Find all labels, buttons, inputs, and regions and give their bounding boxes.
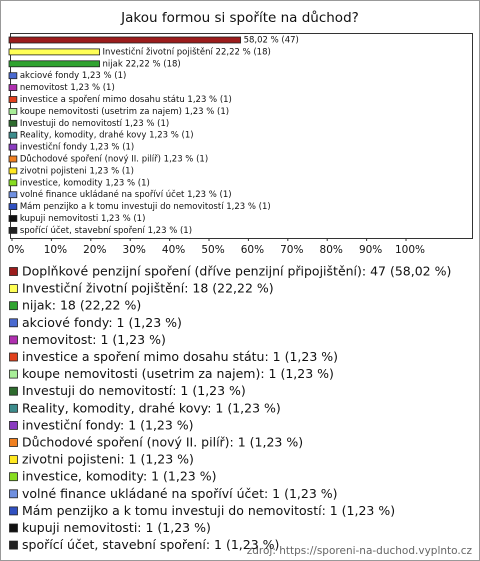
source: zdroj: https://sporeni-na-duchod.vyplnto… — [247, 545, 473, 557]
value-label: nijak 22,22 % (18) — [103, 59, 181, 69]
bar — [8, 167, 18, 175]
legend-label: Investuji do nemovitostí: 1 (1,23 %) — [22, 383, 246, 398]
bar — [8, 131, 18, 139]
bar — [8, 143, 18, 151]
legend-marker — [9, 318, 18, 328]
x-tick-label: 40% — [162, 244, 185, 256]
legend-label: spořící účet, stavební spoření: 1 (1,23 … — [22, 537, 279, 552]
x-tick-label: 100% — [395, 244, 425, 256]
plot-frame — [10, 33, 473, 239]
bar — [8, 179, 18, 187]
legend-label: nijak: 18 (22,22 %) — [22, 298, 141, 313]
legend-marker — [9, 301, 18, 311]
value-label: nemovitost 1,23 % (1) — [20, 83, 115, 93]
value-label: investiční fondy 1,23 % (1) — [20, 142, 134, 153]
bar — [8, 60, 100, 68]
legend-marker — [9, 506, 18, 516]
value-label: kupuji nemovitosti 1,23 % (1) — [20, 214, 146, 224]
x-tick-label: 50% — [201, 244, 224, 256]
value-label: Mám penzijko a k tomu investuji do nemov… — [20, 202, 271, 212]
bar — [8, 119, 18, 127]
bar — [8, 155, 18, 163]
bar — [8, 215, 18, 222]
bar — [8, 48, 100, 56]
legend-label: volné finance ukládané na spoříví účet: … — [22, 486, 338, 501]
legend-marker — [9, 472, 18, 482]
x-tick-label: 60% — [241, 244, 264, 256]
legend-marker — [9, 369, 18, 379]
bar — [8, 203, 18, 211]
legend-marker — [9, 420, 18, 430]
legend-label: Mám penzijko a k tomu investuji do nemov… — [22, 503, 395, 518]
bar — [8, 36, 242, 44]
value-label: koupe nemovitosti (usetrim za najem) 1,2… — [20, 107, 229, 117]
x-tick-label: 10% — [44, 244, 67, 256]
value-label: spořící účet, stavební spoření 1,23 % (1… — [20, 225, 192, 236]
value-label: Investiční životní pojištění 22,22 % (18… — [103, 46, 271, 57]
bar — [8, 108, 18, 115]
legend-marker — [9, 335, 18, 345]
legend-label: akciové fondy: 1 (1,23 %) — [22, 315, 182, 330]
legend-marker — [9, 489, 18, 499]
x-tick-label: 20% — [83, 244, 106, 256]
legend-marker — [9, 386, 18, 396]
legend-label: investice a spoření mimo dosahu státu: 1… — [22, 349, 338, 364]
legend-label: Investiční životní pojištění: 18 (22,22 … — [22, 281, 274, 296]
value-label: akciové fondy 1,23 % (1) — [20, 70, 126, 81]
legend-label: Doplňkové penzijní spoření (dříve penzij… — [22, 264, 451, 279]
x-tick-label: 70% — [280, 244, 303, 256]
value-label: 58,02 % (47) — [244, 36, 299, 46]
legend-marker — [9, 455, 18, 465]
legend-label: koupe nemovitosti (usetrim za najem): 1 … — [22, 366, 334, 381]
bar — [8, 191, 18, 199]
legend-marker — [9, 267, 18, 276]
value-label: Důchodové spoření (nový II. pilíř) 1,23 … — [20, 154, 208, 165]
x-tick-label: 80% — [320, 244, 343, 256]
bar — [8, 84, 18, 91]
legend-label: investiční fondy: 1 (1,23 %) — [22, 417, 194, 432]
legend-marker — [9, 438, 18, 447]
legend-label: Reality, komodity, drahé kovy: 1 (1,23 %… — [22, 400, 281, 415]
legend-marker — [9, 540, 18, 550]
x-tick-label: 90% — [359, 244, 382, 256]
value-label: Investuji do nemovitostí 1,23 % (1) — [20, 119, 169, 129]
bar — [8, 96, 18, 103]
value-label: zivotni pojisteni 1,23 % (1) — [20, 166, 134, 176]
chart-title: Jakou formou si spoříte na důchod? — [120, 10, 359, 26]
value-label: volné finance ukládané na spoříví účet 1… — [20, 189, 232, 200]
legend-marker — [9, 403, 18, 413]
legend-label: Důchodové spoření (nový II. pilíř): 1 (1… — [22, 435, 303, 450]
legend-label: nemovitost: 1 (1,23 %) — [22, 332, 166, 347]
value-label: Reality, komodity, drahé kovy 1,23 % (1) — [20, 130, 194, 141]
legend-label: kupuji nemovitosti: 1 (1,23 %) — [22, 520, 211, 535]
legend-marker — [9, 284, 18, 294]
bar — [8, 226, 18, 234]
legend-label: investice, komodity: 1 (1,23 %) — [22, 469, 217, 484]
legend-marker — [9, 523, 18, 533]
x-tick-label: 30% — [123, 244, 146, 256]
x-tick-label: 0% — [8, 244, 25, 256]
value-label: investice, komodity 1,23 % (1) — [20, 178, 150, 188]
bar — [8, 72, 18, 80]
legend-marker — [9, 352, 18, 362]
legend-label: zivotni pojisteni: 1 (1,23 %) — [22, 452, 194, 467]
value-label: investice a spoření mimo dosahu státu 1,… — [20, 95, 232, 105]
